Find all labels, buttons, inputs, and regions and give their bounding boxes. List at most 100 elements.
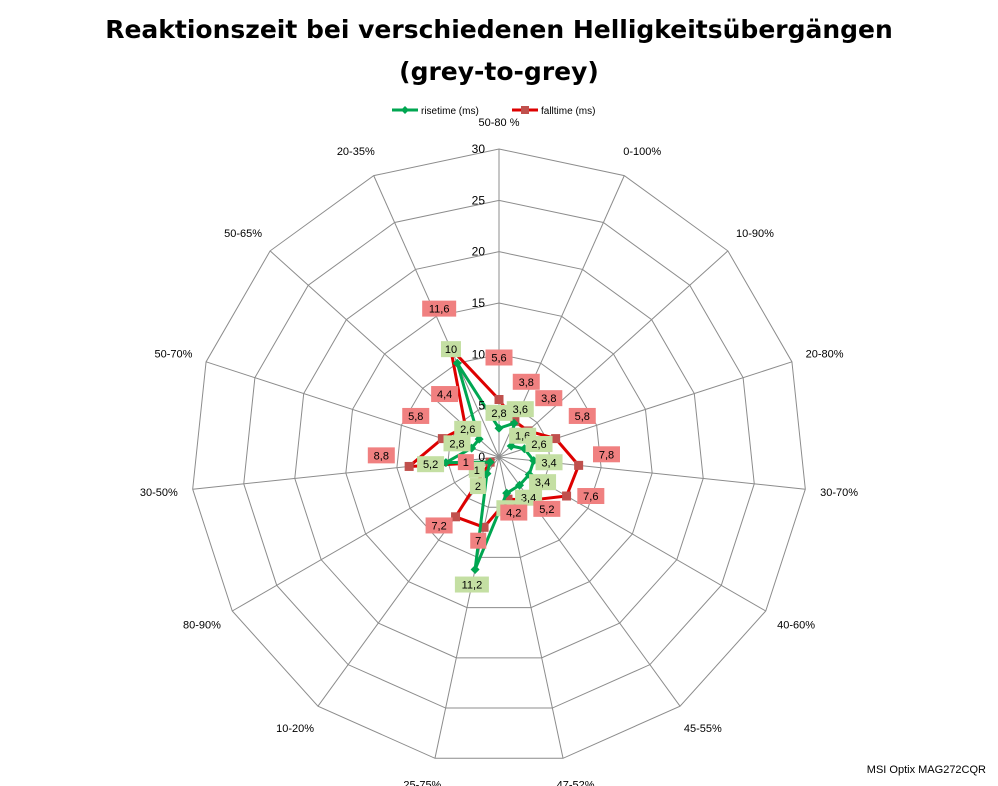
risetime-label-box xyxy=(417,456,445,473)
falltime-data-label: 7,6 xyxy=(583,491,598,503)
falltime-label-box xyxy=(500,504,528,521)
risetime-label-box xyxy=(443,435,471,452)
grid-ring xyxy=(192,148,806,759)
tick-label: 20 xyxy=(472,245,486,259)
falltime-label-box xyxy=(425,517,453,534)
falltime-point xyxy=(494,395,504,405)
category-label: 0-100% xyxy=(623,146,661,158)
falltime-point xyxy=(503,494,513,504)
falltime-label-box xyxy=(533,500,561,517)
falltime-data-label: 5,8 xyxy=(575,411,590,423)
falltime-data-label: 11,6 xyxy=(429,304,450,316)
grid-spoke xyxy=(232,456,500,612)
chart-subtitle: (grey-to-grey) xyxy=(399,57,599,86)
risetime-label-box xyxy=(454,420,482,437)
legend-falltime-marker xyxy=(521,106,529,114)
risetime-label-box xyxy=(525,435,553,452)
falltime-point xyxy=(451,512,461,522)
credit-text: MSI Optix MAG272CQR xyxy=(867,764,986,776)
grid-ring xyxy=(243,199,755,709)
falltime-label-box xyxy=(367,447,395,464)
risetime-data-label: 3,6 xyxy=(513,404,528,416)
falltime-label-box xyxy=(402,407,430,424)
chart-title: Reaktionszeit bei verschiedenen Helligke… xyxy=(105,15,893,44)
falltime-data-label: 5,2 xyxy=(539,504,554,516)
risetime-point xyxy=(502,488,512,498)
radial-tick-labels: 0 5 10 15 20 25 30 xyxy=(472,142,486,464)
legend-risetime-label: risetime (ms) xyxy=(421,106,479,117)
risetime-point xyxy=(485,457,495,467)
falltime-data-label: 5,6 xyxy=(491,353,506,365)
falltime-label-box xyxy=(457,454,474,471)
falltime-data-label: 3,8 xyxy=(541,393,556,405)
risetime-line xyxy=(444,361,536,571)
risetime-data-label: 1 xyxy=(474,465,480,477)
tick-label: 0 xyxy=(478,450,485,464)
tick-label: 15 xyxy=(472,296,486,310)
falltime-label-box xyxy=(431,386,459,403)
falltime-label-box xyxy=(422,300,457,317)
tick-label: 30 xyxy=(472,142,486,156)
risetime-data-label: 3,4 xyxy=(541,457,556,469)
falltime-data-label: 4,2 xyxy=(506,508,521,520)
category-label: 10-90% xyxy=(736,228,774,240)
falltime-data-label: 8,8 xyxy=(374,450,389,462)
tick-label: 25 xyxy=(472,193,486,207)
risetime-point xyxy=(506,441,516,451)
falltime-label-box xyxy=(512,373,540,390)
grid-spoke xyxy=(434,456,500,759)
risetime-point xyxy=(452,358,462,368)
falltime-label-box xyxy=(592,446,620,463)
category-label: 25-75% xyxy=(403,780,441,786)
risetime-point xyxy=(509,418,519,428)
risetime-label-box xyxy=(535,454,563,471)
risetime-data-label: 2,8 xyxy=(449,438,464,450)
data-labels: 2,83,61,62,63,43,43,43,611,2215,22,82,61… xyxy=(367,300,620,593)
risetime-point xyxy=(494,423,504,433)
category-label: 50-70% xyxy=(154,348,192,360)
risetime-data-label: 2,6 xyxy=(531,439,546,451)
series-group xyxy=(404,343,584,574)
risetime-label-box xyxy=(454,576,489,593)
falltime-data-label: 5,8 xyxy=(408,411,423,423)
risetime-point xyxy=(474,434,484,444)
category-label: 45-55% xyxy=(684,723,722,735)
category-label: 30-70% xyxy=(820,487,858,499)
risetime-data-label: 5,2 xyxy=(423,459,438,471)
category-label: 50-65% xyxy=(224,228,262,240)
falltime-data-label: 7 xyxy=(475,536,481,548)
risetime-data-label: 10 xyxy=(445,344,457,356)
falltime-label-box xyxy=(485,349,513,366)
falltime-label-box xyxy=(577,488,605,505)
legend-falltime-label: falltime (ms) xyxy=(541,106,595,117)
risetime-data-label: 2 xyxy=(475,481,481,493)
risetime-data-label: 2,8 xyxy=(491,408,506,420)
risetime-label-box xyxy=(469,478,486,495)
grid-ring xyxy=(345,302,653,609)
risetime-label-box xyxy=(529,474,557,491)
risetime-data-label: 11,2 xyxy=(462,580,483,592)
grid-spoke xyxy=(498,250,729,458)
falltime-point xyxy=(574,460,584,470)
category-label: 20-80% xyxy=(806,348,844,360)
category-label: 30-50% xyxy=(140,487,178,499)
falltime-label-box xyxy=(470,532,487,549)
category-label: 50-80 % xyxy=(479,117,520,129)
legend: risetime (ms) falltime (ms) xyxy=(392,106,595,117)
tick-label: 5 xyxy=(478,399,485,413)
falltime-label-box xyxy=(535,390,563,407)
grid-ring xyxy=(396,353,602,558)
falltime-point xyxy=(437,434,447,444)
category-label: 20-35% xyxy=(337,146,375,158)
falltime-point xyxy=(479,522,489,532)
legend-risetime-marker xyxy=(401,106,409,114)
falltime-data-label: 7,8 xyxy=(599,449,614,461)
risetime-label-box xyxy=(440,341,461,358)
falltime-data-label: 1 xyxy=(463,457,469,469)
falltime-point xyxy=(562,491,572,501)
falltime-data-label: 3,8 xyxy=(519,377,534,389)
risetime-label-box xyxy=(485,404,513,421)
risetime-data-label: 2,6 xyxy=(460,424,475,436)
category-label: 80-90% xyxy=(183,620,221,632)
